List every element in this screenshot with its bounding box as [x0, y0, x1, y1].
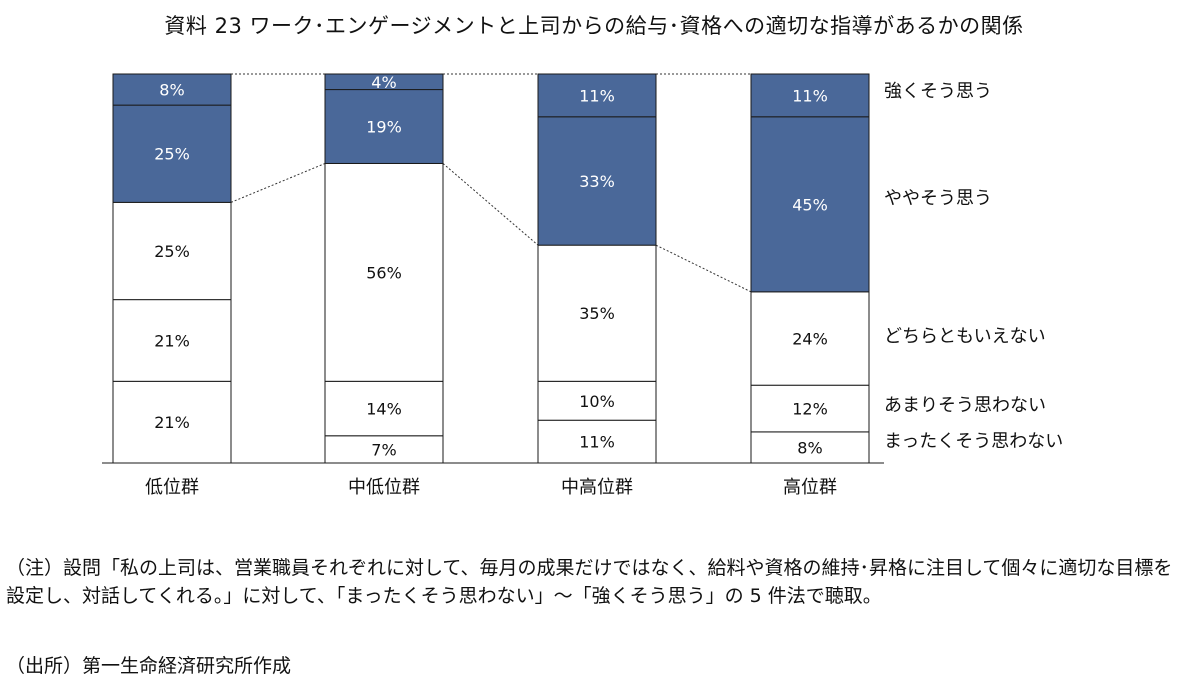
legend-label: あまりそう思わない	[884, 395, 1046, 416]
data-label: 10%	[579, 392, 615, 411]
bar-segment	[324, 89, 444, 164]
category-label: 低位群	[145, 477, 199, 498]
category-label-group: 低位群 中低位群 中高位群 高位群	[145, 477, 837, 498]
series-connector-lines	[230, 73, 752, 293]
data-label: 19%	[366, 118, 402, 137]
data-label: 8%	[797, 438, 822, 457]
legend-label: まったくそう思わない	[884, 431, 1063, 452]
bar-segment	[324, 73, 444, 91]
bar-segment	[750, 73, 870, 118]
bar-segment	[750, 384, 870, 433]
bar-segment	[112, 104, 232, 203]
data-label: 35%	[579, 304, 615, 323]
data-label: 7%	[371, 440, 396, 459]
bar-segment	[324, 380, 444, 437]
bar-segment	[324, 162, 444, 382]
category-label: 高位群	[783, 477, 837, 498]
data-label: 25%	[154, 145, 190, 164]
data-label: 21%	[154, 413, 190, 432]
bar-segment	[537, 73, 657, 118]
data-label: 45%	[792, 195, 828, 214]
data-label: 25%	[154, 242, 190, 261]
bar-segment	[112, 380, 232, 464]
data-label: 24%	[792, 330, 828, 349]
connector-line	[230, 163, 326, 203]
data-label: 11%	[792, 86, 828, 105]
stacked-bar-chart: 21% 21% 25% 25% 8% 7% 14% 56% 19% 4% 11% 10% 35% 33% 1…	[102, 73, 1063, 498]
connector-line	[655, 244, 752, 293]
footnote: （注）設問「私の上司は、営業職員それぞれに対して、毎月の成果だけではなく、給料や…	[6, 557, 1173, 607]
bar-segment	[112, 201, 232, 301]
bar-segment	[537, 419, 657, 464]
bar-segment	[537, 116, 657, 246]
connector-line	[442, 163, 539, 246]
data-label: 33%	[579, 172, 615, 191]
category-label: 中高位群	[561, 477, 633, 498]
data-label: 21%	[154, 331, 190, 350]
bar-group	[112, 73, 870, 464]
data-label: 4%	[371, 73, 396, 92]
legend-label: ややそう思う	[884, 188, 992, 209]
data-label: 14%	[366, 400, 402, 419]
bar-segment	[750, 431, 870, 464]
bar-segment	[750, 291, 870, 386]
data-label: 11%	[579, 86, 615, 105]
chart-title: 資料 23 ワーク･エンゲージメントと上司からの給与･資格への適切な指導があるか…	[164, 14, 1024, 38]
data-label: 11%	[579, 433, 615, 452]
bar-segment	[537, 244, 657, 382]
category-label: 中低位群	[348, 477, 420, 498]
data-label: 12%	[792, 400, 828, 419]
legend-label: どちらともいえない	[884, 326, 1046, 347]
legend-label: 強くそう思う	[884, 81, 992, 102]
source-note: （出所）第一生命経済研究所作成	[6, 655, 292, 677]
data-label-group: 21% 21% 25% 25% 8% 7% 14% 56% 19% 4% 11% 10% 35% 33% 1…	[154, 73, 828, 460]
data-label: 8%	[159, 81, 184, 100]
bar-segment	[112, 73, 232, 106]
bar-segment	[537, 380, 657, 421]
data-label: 56%	[366, 263, 402, 282]
